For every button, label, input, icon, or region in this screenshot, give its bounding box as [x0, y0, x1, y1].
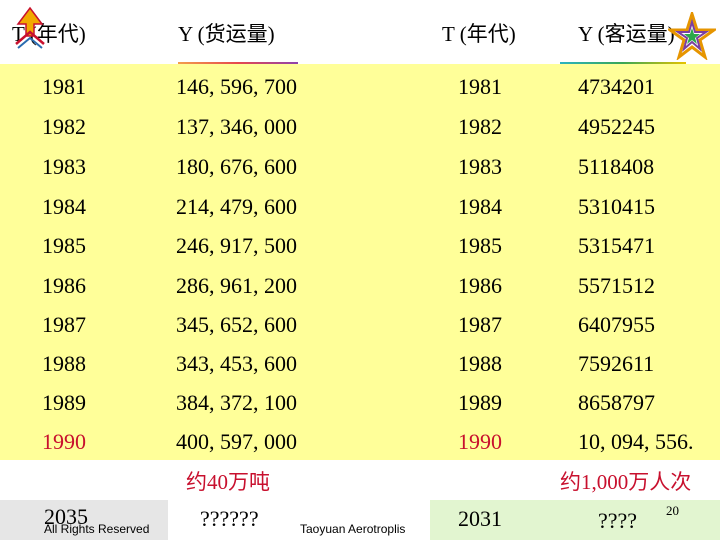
row-freight-value: 343, 453, 600	[176, 351, 297, 376]
header-left-y: Y (货运量)	[178, 22, 275, 46]
forecast-right-bg	[430, 500, 720, 540]
summary-right: 约1,000万人次	[560, 470, 692, 494]
row-passenger-value: 6407955	[578, 312, 655, 337]
row-year-right: 1985	[458, 233, 502, 258]
forecast-right-value: ????	[598, 508, 638, 533]
row-passenger-value: 7592611	[578, 351, 655, 376]
forecast-left-year: 2035	[44, 504, 88, 529]
data-band	[0, 64, 720, 460]
row-year-left: 1987	[42, 312, 86, 337]
star-logo-icon	[668, 12, 716, 60]
forecast-left-value: ??????	[200, 506, 259, 531]
row-year-right: 1989	[458, 390, 502, 415]
row-year-left: 1989	[42, 390, 86, 415]
row-passenger-value: 5315471	[578, 233, 655, 258]
row-year-left: 1981	[42, 74, 86, 99]
row-freight-value: 400, 597, 000	[176, 429, 297, 454]
row-passenger-value: 4952245	[578, 114, 655, 139]
row-year-left: 1984	[42, 194, 86, 219]
row-year-left: 1983	[42, 154, 86, 179]
row-year-right: 1988	[458, 351, 502, 376]
row-year-right: 1990	[458, 429, 502, 454]
row-year-right: 1981	[458, 74, 502, 99]
header-right-t: T (年代)	[442, 22, 516, 46]
summary-left: 约40万吨	[186, 470, 270, 494]
page-number: 20	[666, 503, 679, 518]
rights-text: All Rights Reserved	[44, 522, 150, 536]
row-freight-value: 214, 479, 600	[176, 194, 297, 219]
row-freight-value: 345, 652, 600	[176, 312, 297, 337]
row-year-left: 1985	[42, 233, 86, 258]
row-passenger-value: 5571512	[578, 273, 655, 298]
row-passenger-value: 5310415	[578, 194, 655, 219]
row-year-right: 1983	[458, 154, 502, 179]
header-right-y: Y (客运量)	[578, 22, 675, 46]
row-passenger-value: 10, 094, 556.	[578, 429, 694, 454]
row-freight-value: 146, 596, 700	[176, 74, 297, 99]
row-freight-value: 180, 676, 600	[176, 154, 297, 179]
org-text: Taoyuan Aerotroplis	[300, 522, 406, 536]
row-year-right: 1986	[458, 273, 502, 298]
row-year-left: 1988	[42, 351, 86, 376]
row-freight-value: 137, 346, 000	[176, 114, 297, 139]
row-year-right: 1984	[458, 194, 502, 219]
row-freight-value: 384, 372, 100	[176, 390, 297, 415]
row-year-right: 1987	[458, 312, 502, 337]
row-freight-value: 246, 917, 500	[176, 233, 297, 258]
row-passenger-value: 4734201	[578, 74, 655, 99]
row-passenger-value: 5118408	[578, 154, 655, 179]
row-year-left: 1986	[42, 273, 86, 298]
forecast-right-year: 2031	[458, 506, 502, 531]
row-year-left: 1982	[42, 114, 86, 139]
row-freight-value: 286, 961, 200	[176, 273, 297, 298]
row-year-left: 1990	[42, 429, 86, 454]
arrow-logo-icon	[15, 6, 45, 49]
forecast-left-bg	[0, 500, 168, 540]
row-year-right: 1982	[458, 114, 502, 139]
row-passenger-value: 8658797	[578, 390, 655, 415]
